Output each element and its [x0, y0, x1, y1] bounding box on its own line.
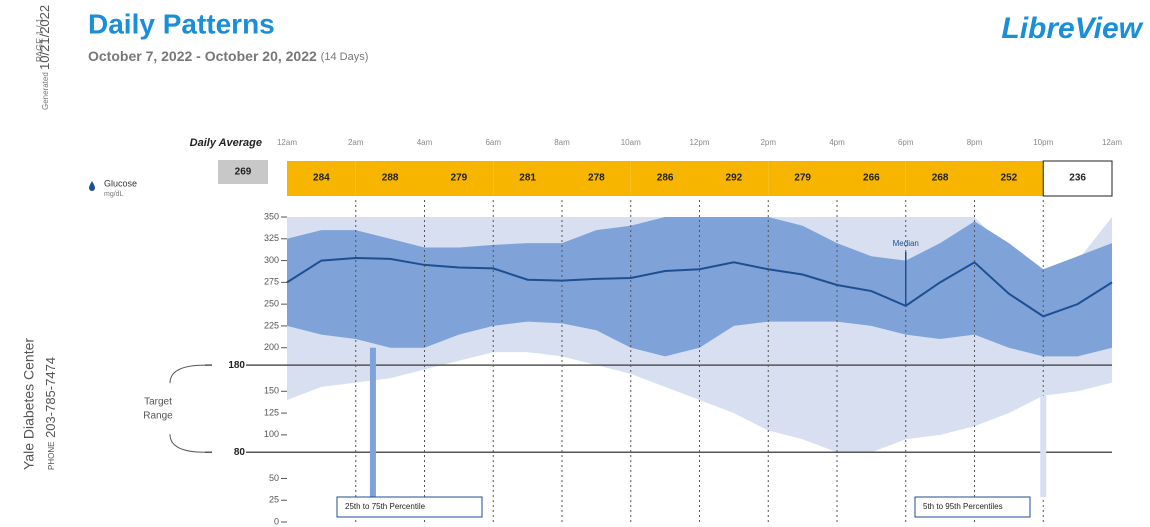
generated: Generated 10/21/2022 — [37, 5, 52, 110]
average-value: 278 — [588, 173, 605, 184]
x-tick-label: 6pm — [898, 138, 914, 147]
x-tick-label: 12am — [277, 138, 297, 147]
y-tick-label: 0 — [274, 516, 279, 526]
days: (14 Days) — [321, 51, 369, 63]
average-box — [493, 161, 562, 196]
target-label-bg — [212, 446, 246, 459]
title: Daily Patterns — [88, 8, 275, 39]
generated-label: Generated — [41, 72, 50, 110]
legend-box — [336, 496, 483, 518]
glucose-label: Glucose — [104, 178, 137, 188]
clinic: Yale Diabetes Center — [21, 338, 37, 470]
average-box — [355, 161, 425, 196]
y-tick-label: 80 — [234, 447, 246, 458]
target-label-bg — [212, 359, 246, 372]
legend-label: 5th to 95th Percentiles — [923, 502, 1003, 511]
average-value: 281 — [519, 173, 536, 184]
x-tick-label: 12am — [1102, 138, 1122, 147]
x-tick-label: 12pm — [689, 138, 709, 147]
legend-box — [914, 496, 1031, 518]
page: PAGE 1 / 1 — [34, 18, 44, 62]
y-tick-label: 100 — [264, 429, 279, 439]
generated-date: 10/21/2022 — [37, 5, 52, 70]
average-box — [287, 161, 356, 196]
average-box — [1042, 160, 1113, 197]
y-tick-label: 325 — [264, 233, 279, 243]
daily-average-label: Daily Average — [190, 137, 262, 149]
average-value: 284 — [313, 173, 330, 184]
x-tick-label: 6am — [485, 138, 501, 147]
y-tick-label: 50 — [269, 473, 279, 483]
date-range-text: October 7, 2022 - October 20, 2022 — [88, 48, 317, 64]
x-tick-label: 8am — [554, 138, 570, 147]
y-tick-label: 225 — [264, 320, 279, 330]
y-tick-label: 180 — [228, 360, 245, 371]
date-range: October 7, 2022 - October 20, 2022 (14 D… — [88, 48, 368, 64]
average-value: 288 — [382, 173, 399, 184]
median-line — [286, 256, 1113, 318]
overall-average-box — [218, 160, 268, 184]
average-box — [768, 161, 837, 196]
y-tick-label: 275 — [264, 277, 279, 287]
average-value: 279 — [794, 173, 811, 184]
x-tick-label: 2pm — [760, 138, 776, 147]
target-bracket — [169, 364, 206, 453]
average-value: 252 — [1001, 173, 1018, 184]
phone-number: 203-785-7474 — [43, 357, 58, 438]
y-tick-label: 25 — [269, 495, 279, 505]
drop-icon — [89, 181, 95, 191]
average-value: 279 — [451, 173, 468, 184]
median-label: Median — [893, 239, 919, 248]
y-tick-label: 150 — [264, 386, 279, 396]
legend-pointer — [369, 347, 376, 497]
phone-label: PHONE — [47, 442, 56, 470]
average-value: 266 — [863, 173, 880, 184]
y-tick-label: 250 — [264, 299, 279, 309]
average-box — [837, 161, 906, 196]
phone: PHONE 203-785-7474 — [43, 357, 58, 470]
average-value: 292 — [726, 173, 743, 184]
legend-pointer — [1040, 395, 1047, 497]
y-tick-label: 350 — [264, 211, 279, 221]
overall-average: 269 — [235, 167, 252, 178]
average-box — [424, 161, 494, 196]
y-tick-label: 300 — [264, 255, 279, 265]
target-range-label: Range — [143, 410, 173, 421]
x-tick-label: 8pm — [967, 138, 983, 147]
average-box — [699, 161, 769, 196]
y-tick-label: 200 — [264, 342, 279, 352]
x-tick-label: 4pm — [829, 138, 845, 147]
unit-label: mg/dL — [104, 191, 124, 198]
x-tick-label: 10pm — [1033, 138, 1053, 147]
average-value: 268 — [932, 173, 949, 184]
y-tick-label: 125 — [264, 407, 279, 417]
average-box — [562, 161, 631, 196]
average-box — [630, 161, 700, 196]
average-value: 286 — [657, 173, 674, 184]
average-value: 236 — [1069, 173, 1086, 184]
x-tick-label: 4am — [417, 138, 433, 147]
average-box — [974, 161, 1044, 196]
target-range-label: Target — [144, 396, 172, 407]
x-tick-label: 2am — [348, 138, 364, 147]
average-box — [905, 161, 975, 196]
legend-label: 25th to 75th Percentile — [345, 502, 426, 511]
brand: LibreView — [1001, 12, 1143, 45]
x-tick-label: 10am — [621, 138, 641, 147]
